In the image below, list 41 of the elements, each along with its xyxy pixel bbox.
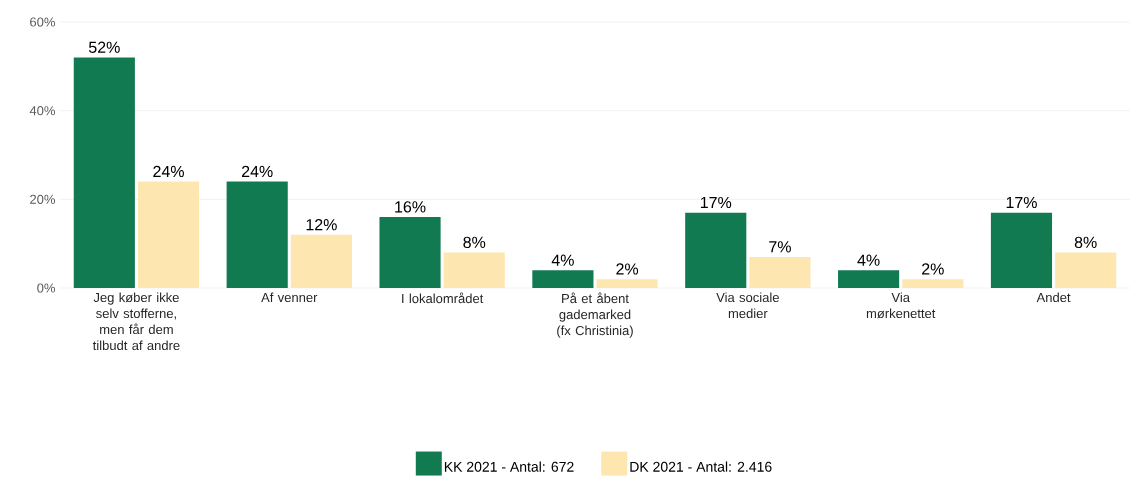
legend-label: DK 2021 - Antal: 2.416 [630, 461, 772, 472]
bar [902, 279, 964, 288]
x-tick-label: Via mørkenettet [866, 292, 936, 319]
data-label: 4% [857, 254, 880, 266]
y-tick-label: 40% [29, 106, 55, 116]
bar [137, 181, 200, 288]
bar [226, 181, 288, 288]
bar [685, 212, 747, 288]
x-tick-label: Jeg køber ikke selv stofferne, men får dem tilbudt af andre [92, 292, 180, 351]
y-tick-label: 60% [30, 17, 55, 27]
bar [532, 270, 594, 288]
bar [73, 57, 135, 288]
bar [443, 252, 505, 288]
x-tick-label: Af venner [261, 292, 318, 303]
data-label: 2% [616, 263, 639, 275]
bar [838, 270, 900, 288]
data-label: 24% [153, 165, 184, 178]
data-label: 12% [306, 219, 337, 231]
data-label: 17% [700, 196, 732, 209]
data-label: 4% [551, 254, 574, 266]
bar [749, 256, 811, 288]
x-tick-label: På et åbent gademarked (fx Christinia) [557, 292, 633, 338]
y-tick-label: 0% [37, 283, 55, 293]
x-tick-label: Andet [1036, 292, 1071, 303]
data-label: 52% [88, 41, 120, 53]
legend-label: KK 2021 - Antal: 672 [444, 461, 574, 472]
data-label: 8% [463, 236, 486, 248]
y-tick-label: 20% [30, 194, 55, 204]
data-label: 2% [922, 263, 944, 275]
x-tick-label: I lokalområdet [402, 292, 484, 304]
data-label: 24% [241, 165, 273, 178]
data-label: 16% [395, 201, 426, 213]
bar [596, 279, 658, 288]
data-label: 7% [769, 241, 791, 253]
bar [379, 217, 441, 288]
data-label: 17% [1006, 196, 1037, 209]
bar [1055, 252, 1117, 288]
data-label: 8% [1074, 236, 1097, 248]
x-tick-label: Via sociale medier [716, 292, 779, 319]
bar [290, 234, 352, 288]
bar [990, 212, 1053, 288]
